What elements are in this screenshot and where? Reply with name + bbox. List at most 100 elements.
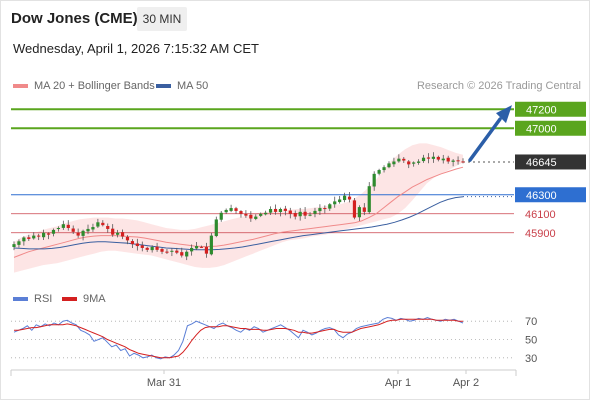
candle-52 xyxy=(268,206,273,215)
legend-item-ma50: MA 50 xyxy=(156,80,208,92)
candle-68 xyxy=(347,192,352,203)
candle-body xyxy=(170,250,174,252)
candle-66 xyxy=(338,195,342,204)
level-45900-label: 45900 xyxy=(525,228,556,240)
candle-15 xyxy=(86,224,90,235)
candle-body xyxy=(254,216,258,219)
candle-73 xyxy=(372,171,376,191)
candle-body xyxy=(357,207,361,218)
candle-74 xyxy=(377,168,381,176)
candle-87 xyxy=(441,154,445,164)
candle-53 xyxy=(273,204,278,215)
candle-body xyxy=(273,208,278,212)
candle-body xyxy=(382,167,386,171)
bollinger-band-area xyxy=(14,143,463,273)
candle-body xyxy=(150,247,154,251)
level-46100-label: 46100 xyxy=(525,209,556,221)
price-tags: 47200 47000 46645 46300 46100 45900 xyxy=(515,101,586,240)
legend-item-rsi: RSI xyxy=(13,293,52,305)
candle-81 xyxy=(412,161,416,167)
candle-49 xyxy=(254,214,258,221)
candle-54 xyxy=(278,207,283,217)
candle-body xyxy=(288,210,292,214)
candle-body xyxy=(426,157,431,159)
candle-26 xyxy=(140,241,144,252)
candle-body xyxy=(81,230,85,236)
legend-label-ma20: MA 20 + Bollinger Bands xyxy=(34,80,155,92)
candle-13 xyxy=(76,228,80,238)
candle-5 xyxy=(37,233,41,241)
candle-76 xyxy=(387,161,391,169)
candle-79 xyxy=(402,157,406,163)
candle-body xyxy=(333,201,337,205)
candle-36 xyxy=(190,244,194,256)
candle-body xyxy=(323,208,327,210)
candle-body xyxy=(96,222,100,227)
candle-body xyxy=(308,214,312,216)
rsi-line xyxy=(13,316,464,360)
candle-0 xyxy=(12,241,16,251)
x-tick-label-2: Apr 2 xyxy=(453,377,479,389)
candle-body xyxy=(165,251,169,253)
candle-71 xyxy=(362,203,366,216)
candle-body xyxy=(234,208,238,211)
candle-8 xyxy=(51,228,56,237)
candle-body xyxy=(46,233,51,235)
candle-56 xyxy=(288,207,292,219)
candle-86 xyxy=(436,155,440,162)
candle-31 xyxy=(165,248,169,254)
candle-body xyxy=(303,211,307,216)
candle-body xyxy=(66,224,70,228)
candle-body xyxy=(392,161,396,165)
candle-body xyxy=(135,243,139,247)
candle-80 xyxy=(407,160,411,169)
candle-body xyxy=(160,248,164,252)
candle-body xyxy=(106,226,110,229)
candle-35 xyxy=(185,250,189,261)
credit-text: Research © 2026 Trading Central xyxy=(416,80,581,92)
candle-10 xyxy=(61,220,65,230)
candle-body xyxy=(278,209,283,212)
candle-body xyxy=(111,228,115,235)
moving-averages xyxy=(13,166,514,258)
candles xyxy=(12,152,465,261)
candle-body xyxy=(249,214,253,219)
candle-18 xyxy=(101,220,105,227)
timeframe-button[interactable]: 30 MIN xyxy=(137,7,187,31)
candle-24 xyxy=(130,239,135,249)
ma50-swatch xyxy=(156,84,171,89)
candle-19 xyxy=(106,223,110,233)
candle-75 xyxy=(382,165,386,173)
candle-body xyxy=(91,227,95,230)
ma50-line xyxy=(13,196,464,251)
level-47200-label: 47200 xyxy=(526,104,557,116)
candle-34 xyxy=(180,247,184,258)
level-46300-tag xyxy=(515,187,586,203)
legend-label-9ma: 9MA xyxy=(83,293,106,305)
candle-44 xyxy=(229,204,233,213)
legend-label-rsi: RSI xyxy=(34,293,53,305)
candle-65 xyxy=(333,196,337,208)
candle-body xyxy=(421,157,426,162)
candle-6 xyxy=(42,229,46,241)
candle-body xyxy=(51,229,56,234)
candle-2 xyxy=(22,236,26,246)
candle-body xyxy=(367,186,371,213)
candle-body xyxy=(239,211,243,214)
candle-body xyxy=(42,232,46,238)
candle-9 xyxy=(56,226,61,232)
candle-27 xyxy=(145,246,149,253)
candle-body xyxy=(283,208,287,211)
candle-body xyxy=(293,213,297,217)
candle-46 xyxy=(239,210,243,218)
candle-67 xyxy=(342,192,347,203)
candle-body xyxy=(313,210,317,214)
arrow-head xyxy=(496,105,512,124)
candle-83 xyxy=(421,154,426,163)
candle-3 xyxy=(27,234,31,241)
candle-body xyxy=(185,251,189,257)
candle-body xyxy=(436,156,440,160)
candle-85 xyxy=(431,152,435,163)
candle-body xyxy=(61,224,65,228)
